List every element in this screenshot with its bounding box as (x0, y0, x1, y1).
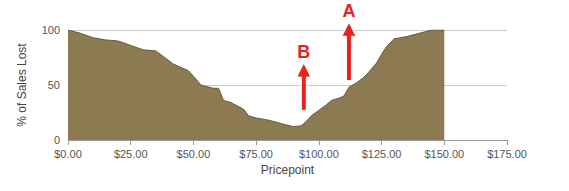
svg-text:0: 0 (54, 134, 60, 146)
svg-text:$150.00: $150.00 (424, 148, 464, 160)
svg-text:$75.00: $75.00 (239, 148, 273, 160)
svg-text:$125.00: $125.00 (362, 148, 402, 160)
svg-text:100: 100 (42, 24, 60, 36)
svg-text:50: 50 (48, 79, 60, 91)
svg-text:$0.00: $0.00 (54, 148, 82, 160)
svg-text:Pricepoint: Pricepoint (261, 163, 315, 177)
svg-text:$50.00: $50.00 (177, 148, 211, 160)
svg-text:$25.00: $25.00 (114, 148, 148, 160)
svg-text:A: A (342, 1, 355, 21)
svg-text:B: B (297, 42, 310, 62)
svg-text:% of Sales Lost: % of Sales Lost (15, 43, 29, 127)
svg-text:$175.00: $175.00 (487, 148, 527, 160)
svg-text:$100.00: $100.00 (299, 148, 339, 160)
